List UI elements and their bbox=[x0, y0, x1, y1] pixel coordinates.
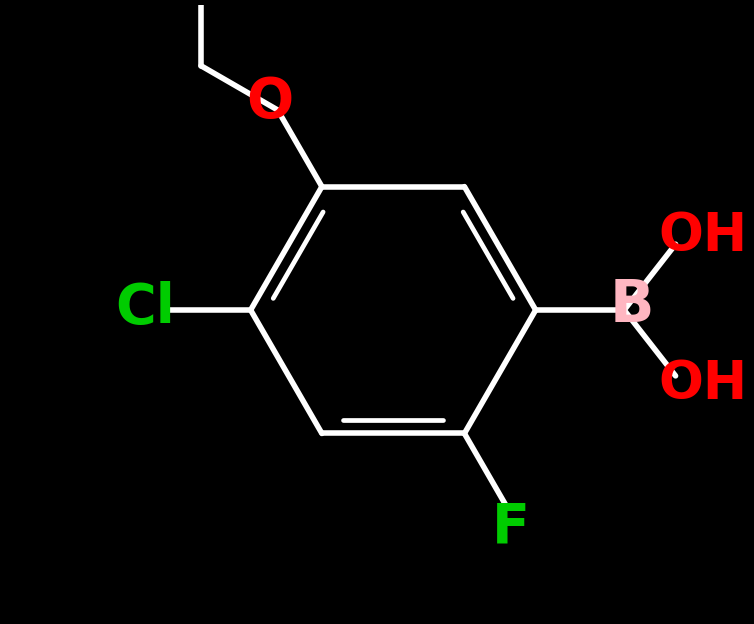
Text: OH: OH bbox=[658, 358, 748, 410]
Text: O: O bbox=[247, 75, 293, 129]
Text: Cl: Cl bbox=[115, 281, 176, 335]
Text: B: B bbox=[610, 276, 654, 334]
Text: OH: OH bbox=[658, 210, 748, 262]
Text: F: F bbox=[492, 500, 530, 555]
